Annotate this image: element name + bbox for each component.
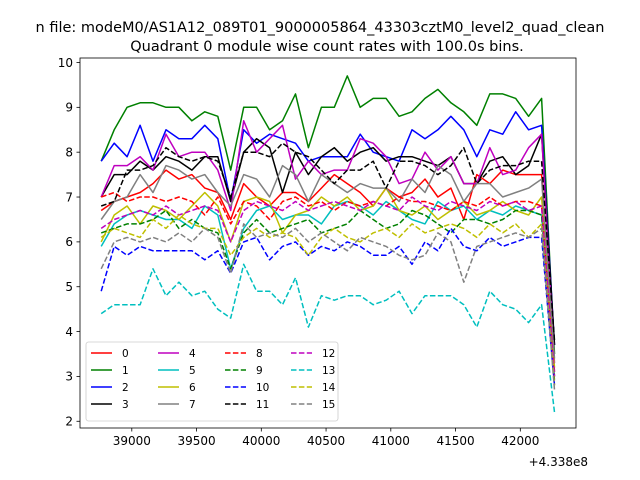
- series-line-4: [100, 120, 556, 364]
- y-tick-label: 4: [65, 325, 73, 339]
- legend-label-5: 5: [189, 365, 196, 377]
- figure-suptitle: n file: modeM0/AS1A12_089T01_9000005864_…: [36, 20, 605, 36]
- y-tick-label: 7: [65, 190, 73, 204]
- x-offset-label: +4.338e8: [529, 455, 588, 469]
- legend-label-12: 12: [322, 348, 335, 360]
- series-line-5: [100, 200, 556, 377]
- legend-label-8: 8: [256, 348, 263, 360]
- x-tick-label: 41000: [372, 434, 410, 448]
- series-line-13: [100, 263, 556, 413]
- legend-label-11: 11: [256, 399, 269, 411]
- series-line-11: [100, 142, 556, 341]
- legend-box: [85, 341, 339, 422]
- axes: 39000 39500 40000 40500 41000 41500 42000 2 3 4 5 6…: [58, 56, 577, 448]
- series-line-3: [100, 133, 556, 346]
- series-line-9: [100, 209, 556, 381]
- series-line-14: [100, 214, 556, 386]
- y-tick-label: 2: [65, 415, 73, 429]
- legend-label-9: 9: [256, 365, 263, 377]
- legend-label-0: 0: [122, 348, 129, 360]
- x-tick-label: 42000: [501, 434, 539, 448]
- y-tick-label: 3: [65, 370, 73, 384]
- y-tick-label: 10: [58, 56, 73, 70]
- legend-label-7: 7: [189, 399, 196, 411]
- legend-label-1: 1: [122, 365, 129, 377]
- legend-label-10: 10: [256, 382, 269, 394]
- y-tick-label: 5: [65, 280, 73, 294]
- series-lines: [100, 75, 556, 413]
- x-tick-label: 40000: [242, 434, 280, 448]
- series-line-12: [100, 196, 556, 377]
- legend-label-6: 6: [189, 382, 196, 394]
- series-line-15: [100, 223, 556, 390]
- legend-label-14: 14: [322, 382, 336, 394]
- legend-label-2: 2: [122, 382, 129, 394]
- legend-label-4: 4: [189, 348, 196, 360]
- x-tick-label: 41500: [436, 434, 474, 448]
- series-line-8: [100, 191, 556, 381]
- legend-label-15: 15: [322, 399, 335, 411]
- series-line-10: [100, 227, 556, 386]
- x-tick-label: 39500: [177, 434, 215, 448]
- legend-label-13: 13: [322, 365, 335, 377]
- y-tick-label: 6: [65, 235, 73, 249]
- axes-title: Quadrant 0 module wise count rates with …: [130, 39, 524, 55]
- y-tick-label: 8: [65, 145, 73, 159]
- legend-label-3: 3: [122, 399, 129, 411]
- series-line-1: [100, 75, 556, 355]
- x-tick-label: 39000: [113, 434, 151, 448]
- series-line-2: [100, 111, 556, 346]
- y-tick-label: 9: [65, 101, 73, 115]
- series-line-7: [100, 164, 556, 359]
- axes-frame: [79, 57, 577, 429]
- x-tick-label: 40500: [307, 434, 345, 448]
